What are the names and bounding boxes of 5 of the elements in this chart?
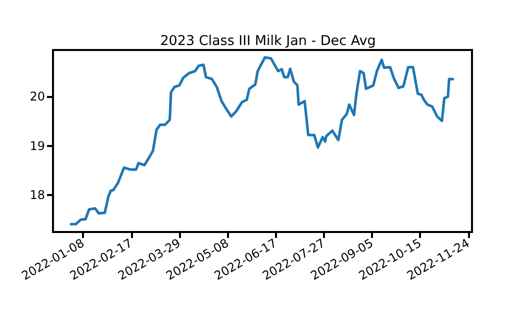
- y-tick-label: 18: [30, 188, 45, 202]
- chart-title: 2023 Class III Milk Jan - Dec Avg: [160, 33, 376, 49]
- y-tick-label: 19: [30, 138, 45, 153]
- line-series: [70, 56, 454, 226]
- y-tick-label: 20: [30, 90, 45, 104]
